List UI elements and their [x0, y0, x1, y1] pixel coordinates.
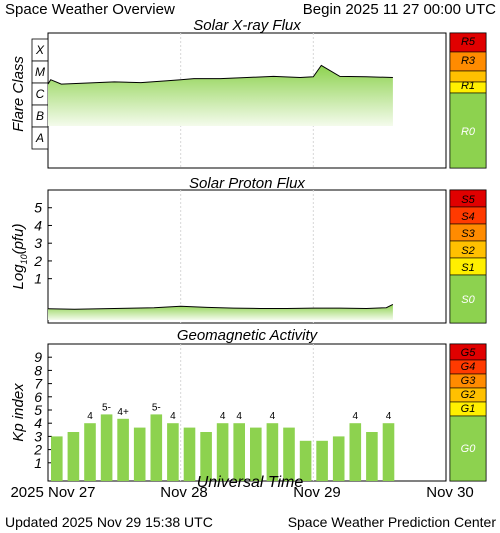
kp-scale-G4: G4	[461, 361, 476, 373]
kp-tick-5: 5	[34, 402, 42, 418]
kp-bar	[200, 432, 212, 481]
kp-bar-label: 4	[353, 411, 359, 422]
proton-scale-S5: S5	[461, 194, 475, 206]
xray-scale-R1: R1	[461, 80, 475, 92]
panel-frame-2	[47, 189, 447, 324]
proton-title: Solar Proton Flux	[189, 175, 305, 192]
kp-bar	[349, 423, 362, 481]
kp-bar	[183, 427, 196, 481]
proton-scale-S3: S3	[461, 228, 475, 240]
kp-bar	[51, 436, 63, 481]
flare-class-label: B	[36, 109, 44, 123]
date-label-nov29: Nov 29	[293, 484, 341, 501]
kp-bar	[167, 423, 179, 481]
kp-tick-7: 7	[34, 376, 43, 392]
kp-bar	[250, 427, 262, 481]
proton-tick-2: 2	[33, 253, 42, 269]
xray-flux-area	[48, 65, 393, 126]
xray-scale-block	[449, 92, 487, 169]
kp-bar	[100, 414, 113, 481]
kp-tick-6: 6	[34, 389, 42, 405]
kp-bar-label: 4+	[117, 407, 129, 418]
flare-band-A	[31, 126, 49, 150]
xray-title: Solar X-ray Flux	[193, 17, 301, 34]
kp-scale-G3: G3	[461, 375, 477, 387]
proton-scale-S4: S4	[461, 211, 474, 223]
proton-scale-S0: S0	[461, 294, 475, 306]
updated-time: Updated 2025 Nov 29 15:38 UTC	[5, 514, 213, 530]
proton-scale-S1: S1	[461, 262, 474, 274]
proton-y-axis-label: Log10(pfu)	[10, 224, 29, 290]
kp-scale-G2: G2	[461, 389, 476, 401]
kp-bar	[67, 432, 80, 481]
kp-bar	[233, 423, 245, 481]
kp-bar	[150, 414, 163, 481]
kp-scale-block	[449, 415, 487, 482]
kp-bar	[84, 423, 96, 481]
kp-bar-label: 5-	[152, 402, 161, 413]
kp-bar	[316, 440, 328, 481]
flare-class-label: C	[36, 87, 45, 101]
kp-bar-label: 4	[220, 411, 226, 422]
kp-bar	[266, 423, 279, 481]
proton-tick-4: 4	[34, 217, 42, 233]
kp-bar-label: 4	[236, 411, 242, 422]
kp-bar-label: 4	[87, 411, 93, 422]
flare-class-label: X	[35, 43, 45, 57]
kp-bar	[366, 432, 378, 481]
kp-tick-2: 2	[33, 442, 42, 458]
kp-bar	[299, 440, 312, 481]
xray-scale-R5: R5	[461, 36, 476, 48]
proton-scale-S2: S2	[461, 245, 474, 257]
kp-tick-4: 4	[34, 415, 42, 431]
proton-flux-line	[47, 303, 394, 310]
swpc-credit: Space Weather Prediction Center	[287, 514, 496, 530]
kp-bar	[117, 418, 129, 481]
kp-bar-label: 5-	[102, 402, 111, 413]
flare-class-label: M	[35, 65, 45, 79]
proton-tick-1: 1	[34, 271, 42, 287]
kp-scale-G0: G0	[461, 443, 477, 455]
x-axis-title: Universal Time	[196, 474, 304, 491]
kp-title: Geomagnetic Activity	[176, 327, 318, 344]
date-label-nov28: Nov 28	[160, 484, 208, 501]
kp-tick-3: 3	[34, 428, 42, 444]
kp-y-axis-label: Kp index	[10, 383, 27, 442]
kp-tick-8: 8	[34, 362, 42, 378]
date-label-nov27: 2025 Nov 27	[10, 484, 96, 501]
kp-bar	[216, 423, 229, 481]
kp-bar	[133, 427, 146, 481]
proton-tick-3: 3	[34, 235, 42, 251]
kp-bar	[332, 436, 345, 481]
panel-frame-3	[47, 343, 447, 482]
xray-scale-R0: R0	[461, 126, 476, 138]
kp-scale-G1: G1	[461, 403, 476, 415]
kp-bar	[283, 427, 295, 481]
kp-tick-9: 9	[34, 349, 42, 365]
page-title: Space Weather Overview	[5, 1, 175, 18]
kp-bar-label: 4	[386, 411, 392, 422]
kp-scale-G5: G5	[461, 347, 477, 359]
kp-bar-label: 4	[270, 411, 276, 422]
xray-y-axis-label: Flare Class	[10, 56, 27, 132]
kp-bar-label: 4	[170, 411, 176, 422]
proton-scale-block	[449, 274, 487, 324]
xray-flux-line	[47, 64, 393, 85]
proton-tick-5: 5	[34, 200, 42, 216]
begin-time: Begin 2025 11 27 00:00 UTC	[302, 1, 496, 18]
kp-tick-1: 1	[34, 455, 42, 471]
flare-class-label: A	[35, 131, 44, 145]
xray-scale-R3: R3	[461, 55, 476, 67]
date-label-nov30: Nov 30	[426, 484, 474, 501]
kp-bar	[382, 423, 395, 481]
